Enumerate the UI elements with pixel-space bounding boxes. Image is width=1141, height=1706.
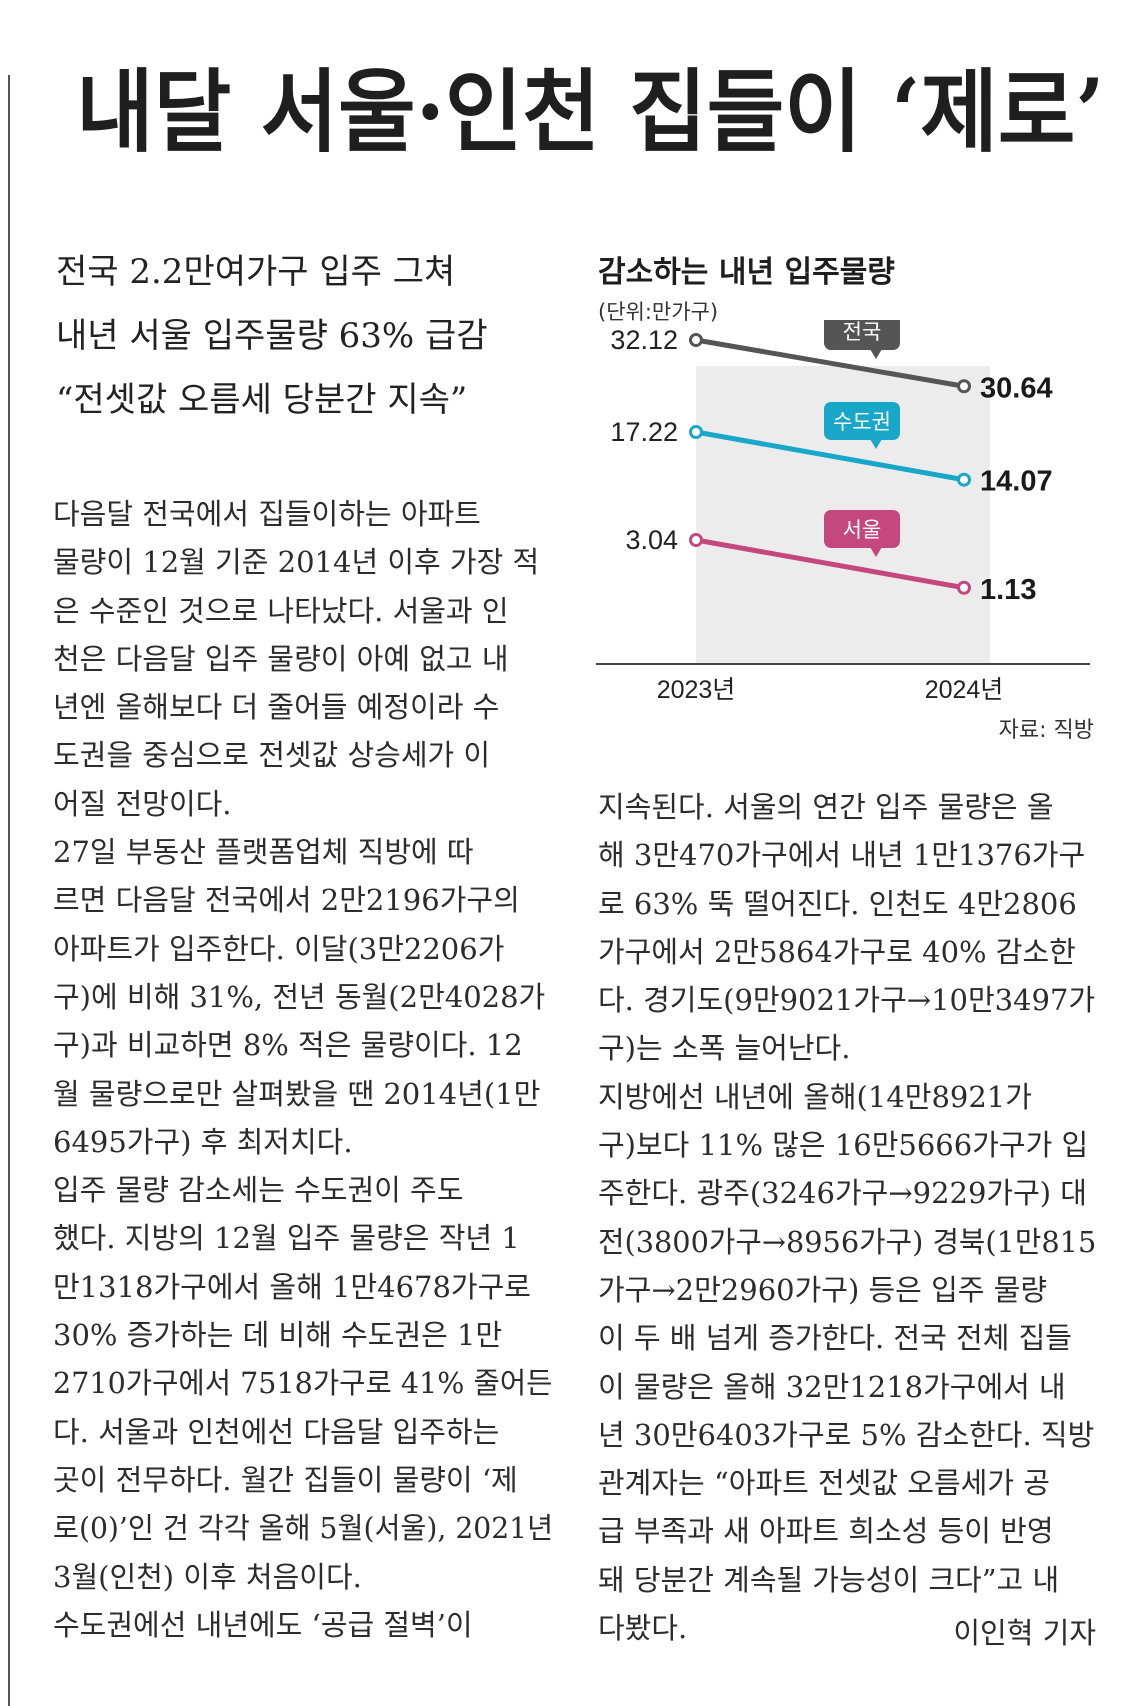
series-name-bubble [824, 510, 900, 548]
body-left-line: 은 수준인 것으로 나타났다. 서울과 인 [53, 593, 509, 628]
body-left-line: 물량이 12월 기준 2014년 이후 가장 적 [53, 545, 540, 580]
x-tick-label: 2023년 [657, 676, 736, 704]
data-label-2024: 14.07 [980, 466, 1053, 498]
data-label-2023: 32.12 [610, 325, 678, 355]
body-right-line: 구)는 소폭 늘어난다. [598, 1031, 851, 1066]
data-point [957, 580, 971, 595]
x-tick-label: 2024년 [925, 676, 1004, 704]
body-left-line: 입주 물량 감소세는 수도권이 주도 [53, 1173, 464, 1208]
series-1: 17.22 14.07 수도권 [610, 402, 1053, 498]
data-point [957, 472, 971, 487]
body-right-line: 주한다. 광주(3246가구→9229가구) 대 [598, 1176, 1087, 1211]
body-right-line: 다봤다. [598, 1611, 688, 1646]
body-right-line: 지방에선 내년에 올해(14만8921가 [598, 1079, 1032, 1114]
subhead-3: “전셋값 오름세 당분간 지속” [56, 380, 468, 420]
byline: 이인혁 기자 [953, 1616, 1096, 1650]
subhead-2: 내년 서울 입주물량 63% 급감 [56, 316, 488, 356]
body-right-line: 구)보다 11% 많은 16만5666가구가 입 [598, 1128, 1089, 1163]
subhead-1: 전국 2.2만여가구 입주 그쳐 [56, 252, 456, 292]
body-left-line: 30% 증가하는 데 비해 수도권은 1만 [53, 1318, 503, 1353]
data-label-2023: 3.04 [625, 525, 678, 555]
left-column-rule [8, 75, 10, 1706]
body-left-line: 아파트가 입주한다. 이달(3만2206가 [53, 931, 505, 966]
body-right-line: 가구→2만2960가구) 등은 입주 물량 [598, 1272, 1048, 1307]
series-name-label: 전국 [843, 320, 882, 344]
body-left-line: 수도권에선 내년에도 ‘공급 절벽’이 [53, 1607, 473, 1642]
body-right-line: 이 물량은 올해 32만1218가구에서 내 [598, 1369, 1066, 1404]
series-line [695, 429, 965, 483]
bubble-tail [870, 349, 882, 359]
chart-title: 감소하는 내년 입주물량 [598, 255, 895, 290]
bubble-tail [870, 547, 882, 557]
body-left-line: 어질 전망이다. [53, 786, 232, 821]
chart-unit: (단위:만가구) [598, 300, 719, 324]
body-right-line: 년 30만6403가구로 5% 감소한다. 직방 [598, 1417, 1095, 1452]
body-left-line: 다음달 전국에서 집들이하는 아파트 [53, 497, 481, 531]
series-0: 32.12 30.64 전국 [610, 320, 1053, 404]
body-right-line: 해 3만470가구에서 내년 1만1376가구 [598, 838, 1086, 873]
body-left-line: 27일 부동산 플랫폼업체 직방에 따 [53, 835, 474, 870]
body-right-line: 로 63% 뚝 떨어진다. 인천도 4만2806 [598, 886, 1077, 921]
chart-series-group: 32.12 30.64 전국 17.22 14.07 수도권 3.04 1.13 서울 [610, 320, 1053, 606]
body-right-line: 전(3800가구→8956가구) 경북(1만815 [598, 1224, 1097, 1259]
chart-source: 자료: 직방 [998, 718, 1094, 743]
bubble-tail [870, 439, 882, 449]
body-left-line: 로(0)’인 건 각각 올해 5월(서울), 2021년 [53, 1511, 554, 1546]
body-left-line: 다. 서울과 인천에선 다음달 입주하는 [53, 1414, 500, 1449]
body-left-line: 곳이 전무하다. 월간 집들이 물량이 ‘제 [53, 1462, 518, 1497]
series-line [695, 537, 965, 591]
body-left-line: 3월(인천) 이후 처음이다. [53, 1559, 362, 1594]
series-name-label: 서울 [843, 518, 882, 542]
data-label-2024: 30.64 [980, 372, 1053, 404]
body-left-line: 구)에 비해 31%, 전년 동월(2만4028가 [53, 979, 546, 1014]
data-point [957, 379, 971, 394]
body-left-line: 르면 다음달 전국에서 2만2196가구의 [53, 883, 520, 918]
data-point [689, 425, 703, 439]
subheads: 전국 2.2만여가구 입주 그쳐 내년 서울 입주물량 63% 급감 “전셋값 … [56, 240, 556, 432]
body-right-line: 관계자는 “아파트 전셋값 오름세가 공 [598, 1466, 1050, 1501]
data-label-2024: 1.13 [980, 574, 1036, 606]
series-name-label: 수도권 [833, 410, 891, 434]
data-label-2023: 17.22 [610, 417, 678, 447]
body-right-line: 이 두 배 넘게 증가한다. 전국 전체 집들 [598, 1321, 1072, 1356]
body-left-line: 천은 다음달 입주 물량이 아예 없고 내 [53, 641, 509, 676]
body-left-line: 구)과 비교하면 8% 적은 물량이다. 12 [53, 1028, 523, 1063]
body-right-line: 돼 당분간 계속될 가능성이 크다”고 내 [598, 1562, 1060, 1597]
data-point [689, 533, 703, 547]
body-left-line: 월 물량으로만 살펴봤을 땐 2014년(1만 [53, 1076, 541, 1111]
body-left-line: 년엔 올해보다 더 줄어들 예정이라 수 [53, 690, 500, 725]
body-left-line: 6495가구) 후 최저치다. [53, 1124, 353, 1159]
body-right-line: 다. 경기도(9만9021가구→10만3497가 [598, 983, 1096, 1018]
data-point [689, 333, 703, 347]
series-name-bubble [824, 320, 900, 350]
body-right-line: 지속된다. 서울의 연간 입주 물량은 올 [598, 790, 1054, 824]
body-right-line: 가구에서 2만5864가구로 40% 감소한 [598, 934, 1076, 969]
headline: 내달 서울·인천 집들이 ‘제로’ [76, 59, 1105, 165]
series-2: 3.04 1.13 서울 [625, 510, 1036, 606]
series-line [695, 337, 965, 389]
body-left-line: 도권을 중심으로 전셋값 상승세가 이 [53, 738, 491, 773]
body-left-line: 했다. 지방의 12월 입주 물량은 작년 1 [53, 1221, 520, 1256]
line-chart: 32.12 30.64 전국 17.22 14.07 수도권 3.04 1.13 서울 2023… [596, 320, 1090, 704]
body-right-line: 급 부족과 새 아파트 희소성 등이 반영 [598, 1514, 1054, 1549]
chart-x-axis-labels: 2023년 2024년 [657, 676, 1004, 704]
body-left-line: 2710가구에서 7518가구로 41% 줄어든 [53, 1366, 553, 1401]
series-name-bubble [824, 402, 900, 440]
body-left-line: 만1318가구에서 올해 1만4678가구로 [53, 1269, 531, 1304]
